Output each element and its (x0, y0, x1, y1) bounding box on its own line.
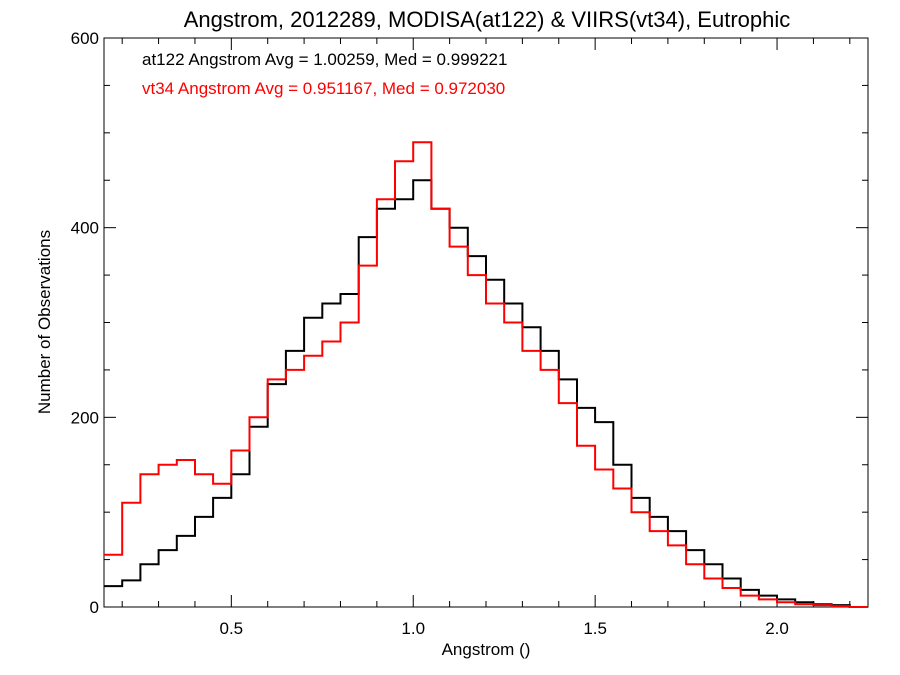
series-vt34-line (104, 141, 868, 608)
y-axis-label: Number of Observations (35, 230, 54, 414)
y-tick-label: 0 (90, 598, 99, 617)
y-tick-label: 200 (71, 408, 99, 427)
x-tick-label: 1.0 (401, 619, 425, 638)
x-axis-label: Angstrom () (442, 640, 531, 659)
y-axis: 0 200 400 600 (71, 29, 868, 617)
x-axis: 0.5 1.0 1.5 2.0 (121, 38, 851, 638)
x-tick-label: 1.5 (583, 619, 607, 638)
annotation-vt34: vt34 Angstrom Avg = 0.951167, Med = 0.97… (142, 79, 505, 98)
x-tick-label: 0.5 (220, 619, 244, 638)
y-tick-label: 400 (71, 219, 99, 238)
plot-frame (103, 37, 869, 608)
series-at122-line (104, 179, 868, 608)
y-tick-label: 600 (71, 29, 99, 48)
chart-title: Angstrom, 2012289, MODISA(at122) & VIIRS… (184, 7, 791, 32)
series-layer (104, 141, 868, 608)
annotation-at122: at122 Angstrom Avg = 1.00259, Med = 0.99… (142, 50, 507, 69)
x-tick-label: 2.0 (765, 619, 789, 638)
